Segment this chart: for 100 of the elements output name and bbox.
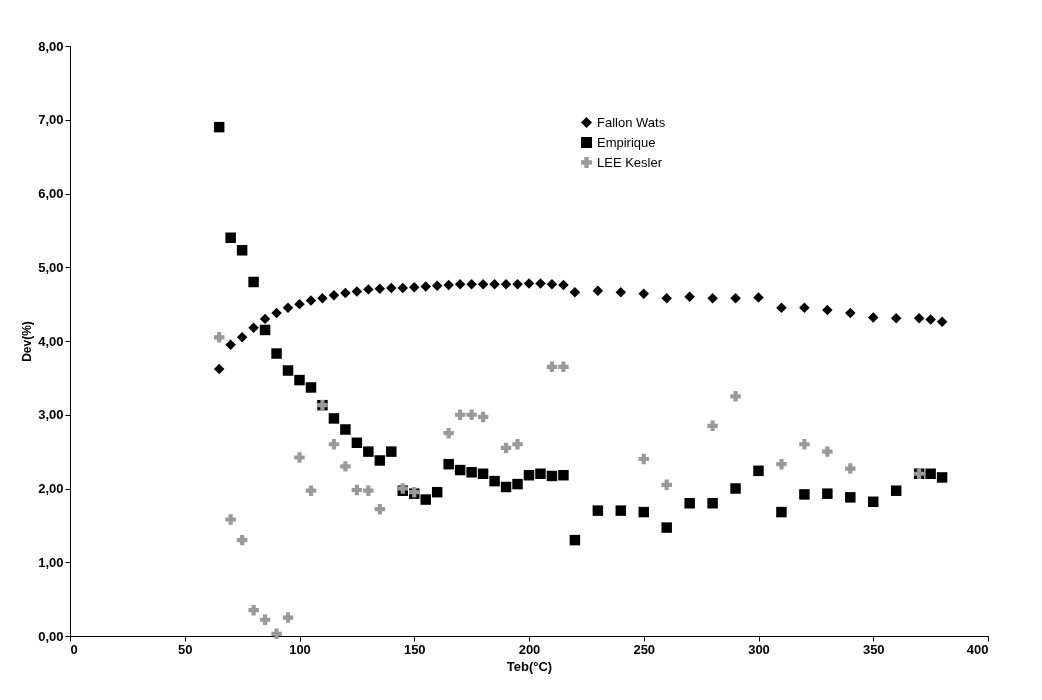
point [822, 488, 833, 499]
point [638, 453, 649, 465]
legend-label: Fallon Wats [597, 114, 666, 130]
point [799, 489, 810, 500]
point [615, 287, 627, 298]
point [213, 121, 225, 133]
point [936, 316, 948, 328]
point [661, 479, 672, 491]
point [615, 505, 627, 516]
point [271, 348, 282, 359]
point [776, 302, 787, 314]
point [730, 483, 741, 494]
point [822, 446, 833, 457]
point [248, 604, 259, 616]
point [477, 468, 489, 479]
point [546, 361, 558, 373]
point [305, 382, 317, 393]
x-tick-label: 50 [178, 641, 193, 657]
point [477, 411, 489, 423]
point [868, 496, 879, 508]
point [684, 498, 695, 509]
point [868, 312, 879, 323]
y-tick-label: 8,00 [38, 38, 64, 54]
point [374, 503, 386, 515]
y-tick-label: 3,00 [38, 407, 64, 423]
point [236, 245, 248, 256]
point [466, 409, 477, 420]
point [489, 475, 500, 487]
point [305, 485, 317, 496]
point [569, 534, 581, 546]
point [535, 278, 546, 289]
point [776, 458, 787, 470]
point [271, 628, 282, 640]
point [443, 279, 454, 291]
point [661, 522, 672, 533]
point [730, 292, 741, 304]
point [351, 286, 363, 297]
point [225, 232, 236, 243]
point [925, 468, 936, 479]
point [500, 442, 512, 454]
point [420, 494, 431, 505]
point [282, 302, 294, 314]
point [328, 439, 340, 450]
x-tick-label: 250 [633, 641, 656, 657]
x-axis-title: Teb(°C) [506, 658, 553, 674]
point [707, 292, 718, 304]
point [845, 463, 856, 474]
point [913, 312, 925, 324]
legend-label: Empirique [597, 134, 656, 150]
point [535, 468, 546, 479]
point [558, 361, 569, 373]
y-tick-label: 7,00 [38, 112, 64, 128]
point [523, 469, 535, 481]
point [500, 481, 512, 493]
point [776, 506, 787, 518]
point [340, 287, 351, 299]
point [730, 391, 741, 402]
point [213, 363, 225, 375]
point [890, 485, 902, 496]
point [936, 472, 948, 483]
point [282, 612, 294, 623]
x-tick-label: 400 [966, 641, 989, 657]
point [431, 486, 443, 498]
x-tick-label: 0 [70, 641, 78, 657]
point [822, 304, 833, 316]
y-tick-label: 0,00 [38, 628, 64, 644]
point [638, 506, 649, 518]
point [443, 427, 454, 439]
point [466, 278, 477, 290]
x-tick-label: 150 [403, 641, 426, 657]
point [477, 278, 489, 290]
point [431, 280, 443, 291]
point [236, 332, 248, 343]
point [328, 290, 340, 301]
point [454, 409, 466, 420]
point [363, 485, 374, 496]
point [638, 288, 649, 300]
point [236, 534, 248, 546]
point [799, 302, 810, 314]
point [454, 464, 466, 476]
y-tick-label: 6,00 [38, 186, 64, 201]
point [512, 478, 523, 490]
point [523, 278, 535, 289]
y-axis-title: Dev(%) [20, 321, 35, 362]
point [845, 492, 856, 503]
point [454, 278, 466, 290]
y-tick-label: 1,00 [38, 554, 64, 570]
point [305, 295, 317, 306]
point [569, 287, 581, 298]
point [890, 312, 902, 324]
point [386, 282, 397, 294]
point [397, 282, 409, 294]
point [546, 278, 558, 290]
point [328, 413, 340, 424]
x-tick-label: 100 [289, 641, 311, 657]
point [489, 278, 500, 290]
point [294, 452, 305, 463]
point [592, 505, 604, 516]
point [282, 365, 294, 376]
point [225, 339, 236, 350]
